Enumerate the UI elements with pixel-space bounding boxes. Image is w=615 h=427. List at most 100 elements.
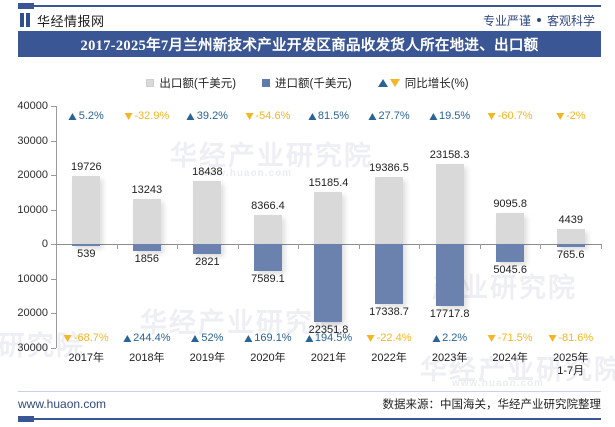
growth-value: -68.7% — [73, 332, 109, 345]
gray-square-icon — [146, 79, 155, 87]
bar-group[interactable]: 4439 765.6 — [540, 96, 601, 348]
bar-import[interactable] — [253, 244, 282, 271]
bar-export[interactable] — [132, 198, 161, 245]
triangle-down-icon — [555, 112, 564, 120]
bar-import[interactable] — [314, 244, 343, 322]
growth-label-export: 5.2% — [68, 110, 104, 122]
bar-group[interactable]: 15185.4 22351.8 — [298, 96, 359, 348]
growth-label-export: 27.7% — [368, 110, 410, 122]
triangle-down-icon — [245, 112, 254, 120]
bar-export[interactable] — [314, 191, 343, 245]
y-axis-tick-mark — [51, 244, 56, 246]
growth-label-export: -2% — [555, 110, 586, 122]
growth-value: 19.5% — [439, 110, 471, 122]
bar-export[interactable] — [556, 228, 585, 245]
growth-value: 169.1% — [254, 332, 292, 345]
chart-plot-area: 华经产业研究院 www.huaon.com 产业研究院 华经产业研究院 研究院 … — [0, 96, 615, 389]
bar-export[interactable] — [253, 215, 282, 245]
bar-label-import: 765.6 — [556, 248, 585, 261]
bar-import[interactable] — [132, 244, 161, 251]
bar-label-import: 7589.1 — [251, 272, 285, 285]
y-axis-tick-label: 10000 — [17, 203, 48, 216]
bar-group[interactable]: 19386.5 17338.7 — [359, 96, 420, 348]
growth-label-export: -60.7% — [487, 110, 533, 122]
x-axis-label-line: 2023年 — [431, 352, 468, 364]
x-axis-label-line: 2025年 — [552, 352, 589, 364]
x-axis-label-line: 2022年 — [371, 352, 407, 364]
triangle-up-icon — [68, 112, 77, 120]
bar-label-export: 19726 — [70, 161, 102, 174]
bar-label-export: 4439 — [558, 213, 583, 226]
y-axis-tick-label: 20000 — [17, 307, 48, 320]
growth-row-top: 5.2% -32.9% 39.2% -54.6% 81.5% 27.7% 19.5% -60.… — [56, 110, 601, 126]
growth-value: 81.5% — [317, 110, 350, 122]
blue-square-icon — [262, 79, 271, 87]
bar-group[interactable]: 8366.4 7589.1 — [238, 96, 299, 348]
bar-group[interactable]: 18438 2821 — [177, 96, 238, 348]
legend-item-import[interactable]: 进口额(千美元) — [262, 75, 352, 91]
bar-group[interactable]: 19726 539 — [56, 96, 117, 348]
x-axis-label-line: 2024年 — [492, 352, 528, 364]
legend-item-growth[interactable]: 同比增长(%) — [377, 75, 469, 91]
triangle-up-icon — [432, 334, 441, 342]
bar-import[interactable] — [496, 244, 525, 262]
bar-label-export: 9095.8 — [493, 197, 527, 210]
x-axis-label-line: 1-7月 — [557, 365, 585, 377]
x-axis-tick-mark — [116, 244, 118, 250]
footer-source: 数据来源：中国海关，华经产业研究院整理 — [382, 399, 602, 411]
growth-value: 39.2% — [196, 110, 228, 122]
bar-export[interactable] — [72, 176, 101, 245]
bar-group[interactable]: 13243 1856 — [117, 96, 178, 348]
top-rule — [18, 3, 601, 9]
bar-export[interactable] — [193, 180, 222, 245]
triangle-down-icon — [366, 334, 375, 342]
bar-import[interactable] — [375, 244, 404, 305]
footer-site-link[interactable]: www.huaon.com — [18, 397, 107, 411]
bar-series-container: 19726 539 13243 1856 18438 2821 8366.4 7589.1 15… — [56, 96, 601, 348]
bar-export[interactable] — [375, 177, 404, 245]
tagline-right: 客观科学 — [546, 13, 595, 28]
growth-label-import: 194.5% — [304, 332, 352, 344]
x-axis-label-line: 2019年 — [189, 352, 226, 364]
y-axis-tick-label: 10000 — [17, 272, 48, 285]
brand: 华经情报网 — [20, 11, 105, 30]
legend-item-export[interactable]: 出口额(千美元) — [146, 75, 236, 91]
top-rule-cap — [18, 3, 34, 9]
bar-export[interactable] — [496, 212, 525, 245]
triangle-up-icon — [191, 334, 200, 342]
bar-import[interactable] — [435, 244, 464, 306]
bar-import[interactable] — [556, 244, 585, 247]
growth-value: -32.9% — [134, 110, 170, 122]
growth-value: 5.2% — [78, 110, 104, 122]
bar-import[interactable] — [72, 244, 101, 247]
x-axis-tick-mark — [479, 244, 481, 250]
dot-separator-icon — [536, 18, 541, 22]
growth-label-import: -71.5% — [487, 332, 533, 344]
growth-value: -2% — [565, 110, 586, 122]
page-title: 2017-2025年7月兰州新技术产业开发区商品收发货人所在地进、出口额 — [80, 37, 539, 54]
tagline-left: 专业严谨 — [482, 13, 531, 28]
x-axis-label: 2025年 1-7月 — [553, 352, 588, 378]
bar-group[interactable]: 9095.8 5045.6 — [480, 96, 541, 348]
header-tagline: 专业严谨 客观科学 — [483, 12, 595, 29]
x-axis-label-line: 2021年 — [310, 352, 347, 364]
growth-value: 52% — [201, 332, 224, 345]
x-axis-label-line: 2020年 — [250, 352, 286, 364]
legend-label-import: 进口额(千美元) — [275, 78, 352, 90]
bar-export[interactable] — [435, 164, 464, 245]
bar-label-import: 17338.7 — [369, 306, 409, 319]
x-axis-label: 2019年 — [190, 352, 225, 365]
triangle-down-icon — [389, 79, 400, 87]
growth-label-export: -32.9% — [124, 110, 169, 122]
triangle-up-icon — [186, 112, 195, 120]
triangle-down-icon — [124, 112, 133, 120]
y-axis-tick-mark — [51, 278, 56, 280]
y-axis-tick-label: 0 — [41, 238, 48, 251]
x-axis-label-line: 2018年 — [129, 352, 165, 364]
x-axis-label: 2018年 — [129, 352, 164, 365]
bar-group[interactable]: 23158.3 17717.8 — [419, 96, 480, 348]
growth-label-import: -22.4% — [366, 332, 411, 344]
legend-label-growth: 同比增长(%) — [404, 78, 469, 90]
x-axis-label: 2023年 — [432, 352, 467, 365]
bar-import[interactable] — [193, 244, 222, 255]
